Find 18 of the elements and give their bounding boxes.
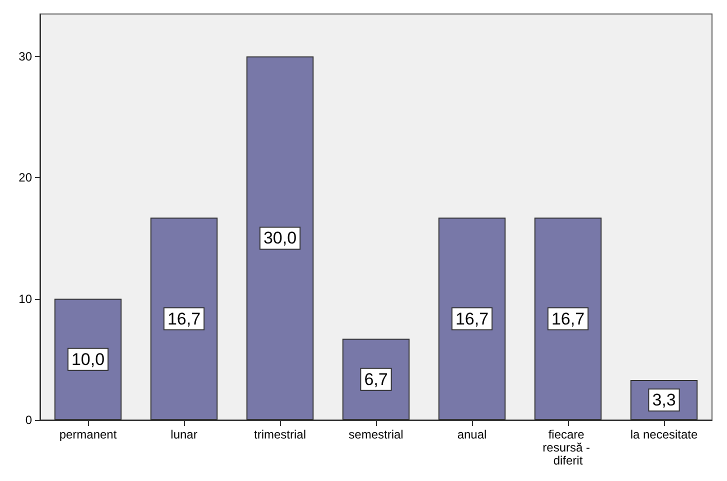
data-label: 6,7 <box>364 370 388 389</box>
x-tick-label: anual <box>457 428 487 442</box>
y-tick-label: 30 <box>18 49 32 64</box>
data-label: 16,7 <box>167 309 201 328</box>
y-tick-label: 20 <box>18 170 32 185</box>
y-tick-label: 10 <box>18 292 32 306</box>
data-label: 3,3 <box>652 390 676 410</box>
y-tick-label: 0 <box>25 413 32 427</box>
x-tick-label: fiecare resursă - diferit <box>542 428 594 468</box>
x-tick-label: permanent <box>59 428 118 442</box>
x-tick-label: la necesitate <box>630 428 698 442</box>
x-tick-label: trimestrial <box>254 428 306 442</box>
data-label: 30,0 <box>263 228 297 248</box>
data-label: 16,7 <box>551 309 585 328</box>
x-tick-label: semestrial <box>348 428 404 442</box>
data-label: 10,0 <box>71 350 105 369</box>
data-label: 16,7 <box>455 309 489 328</box>
x-tick-label: lunar <box>170 428 198 442</box>
